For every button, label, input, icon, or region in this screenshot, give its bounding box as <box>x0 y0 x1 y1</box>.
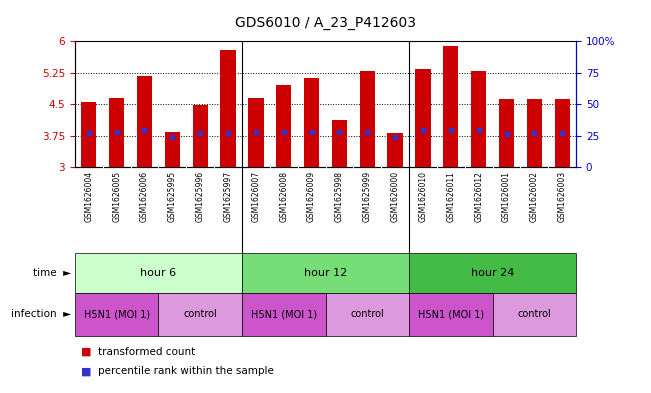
Text: GSM1625996: GSM1625996 <box>196 171 204 222</box>
Bar <box>332 120 347 167</box>
Bar <box>242 293 326 336</box>
Text: control: control <box>184 309 217 320</box>
Text: GSM1626011: GSM1626011 <box>447 171 455 222</box>
Text: transformed count: transformed count <box>98 347 195 357</box>
Text: GSM1625995: GSM1625995 <box>168 171 177 222</box>
Text: H5N1 (MOI 1): H5N1 (MOI 1) <box>83 309 150 320</box>
Bar <box>158 293 242 336</box>
Text: GSM1626006: GSM1626006 <box>140 171 149 222</box>
Text: control: control <box>518 309 551 320</box>
Bar <box>304 78 319 167</box>
Bar <box>248 98 264 167</box>
Text: percentile rank within the sample: percentile rank within the sample <box>98 366 273 376</box>
Bar <box>493 293 576 336</box>
Text: GSM1626012: GSM1626012 <box>474 171 483 222</box>
Bar <box>387 133 403 167</box>
Bar <box>81 102 96 167</box>
Text: GSM1626007: GSM1626007 <box>251 171 260 222</box>
Text: GSM1626003: GSM1626003 <box>558 171 567 222</box>
Text: GSM1626001: GSM1626001 <box>502 171 511 222</box>
Text: infection  ►: infection ► <box>12 309 72 320</box>
Bar <box>242 253 409 293</box>
Text: GSM1626005: GSM1626005 <box>112 171 121 222</box>
Text: GSM1625998: GSM1625998 <box>335 171 344 222</box>
Text: GSM1626002: GSM1626002 <box>530 171 539 222</box>
Text: GSM1625999: GSM1625999 <box>363 171 372 222</box>
Bar <box>443 46 458 167</box>
Bar <box>359 72 375 167</box>
Bar <box>221 50 236 167</box>
Bar <box>109 98 124 167</box>
Text: H5N1 (MOI 1): H5N1 (MOI 1) <box>251 309 317 320</box>
Text: GSM1626010: GSM1626010 <box>419 171 428 222</box>
Bar <box>165 132 180 167</box>
Text: time  ►: time ► <box>33 268 72 278</box>
Bar <box>75 253 242 293</box>
Text: GSM1626009: GSM1626009 <box>307 171 316 222</box>
Text: hour 24: hour 24 <box>471 268 514 278</box>
Bar <box>471 72 486 167</box>
Text: H5N1 (MOI 1): H5N1 (MOI 1) <box>418 309 484 320</box>
Text: hour 6: hour 6 <box>141 268 176 278</box>
Text: control: control <box>350 309 384 320</box>
Text: GSM1625997: GSM1625997 <box>223 171 232 222</box>
Bar <box>409 293 493 336</box>
Bar <box>415 68 430 167</box>
Bar <box>499 99 514 167</box>
Text: ■: ■ <box>81 347 92 357</box>
Bar <box>193 105 208 167</box>
Bar <box>409 253 576 293</box>
Text: ■: ■ <box>81 366 92 376</box>
Text: GDS6010 / A_23_P412603: GDS6010 / A_23_P412603 <box>235 16 416 30</box>
Text: GSM1626004: GSM1626004 <box>84 171 93 222</box>
Text: GSM1626000: GSM1626000 <box>391 171 400 222</box>
Text: hour 12: hour 12 <box>304 268 347 278</box>
Bar <box>326 293 409 336</box>
Bar <box>137 75 152 167</box>
Bar <box>75 293 158 336</box>
Text: GSM1626008: GSM1626008 <box>279 171 288 222</box>
Bar <box>276 85 292 167</box>
Bar <box>555 99 570 167</box>
Bar <box>527 99 542 167</box>
